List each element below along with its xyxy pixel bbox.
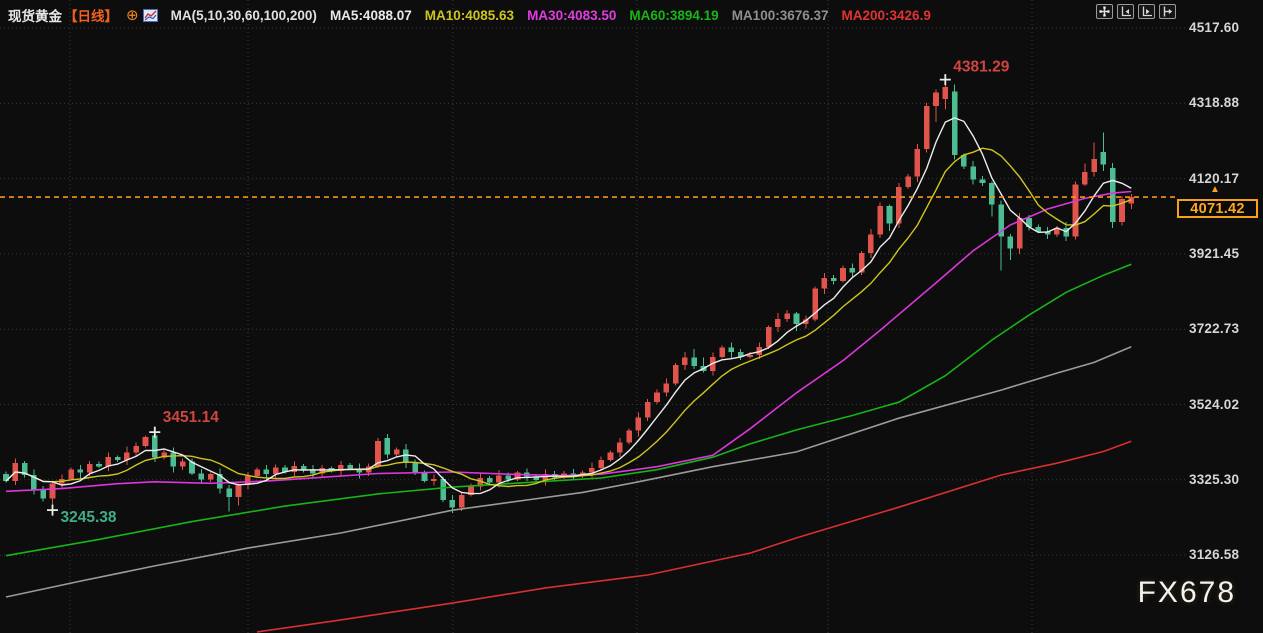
axis-tick-label: 3325.30 [1189,471,1240,487]
ma30-line [5,190,1132,493]
current-price-tag: 4071.42 [1177,199,1258,219]
extreme-cross-marker [47,504,58,516]
indicator-icon[interactable] [142,8,158,22]
symbol-title: 现货黄金 [8,9,62,24]
axis-tick-label: 3524.02 [1189,396,1240,412]
axis-tick-label: 4318.88 [1189,95,1240,111]
axis-tick-label: 3722.73 [1189,321,1240,337]
grid-lines [0,0,1186,633]
ma100-line [5,346,1132,598]
ma100-value-label: MA100:3676.37 [731,7,829,23]
annotations: 4381.29 3451.14 3245.38 [47,59,1010,526]
symbol-group: 现货黄金 【日线】 ⊕ [8,5,158,25]
candlestick-series [3,79,1135,513]
watermark-logo: FX678 [1137,576,1236,609]
add-overlay-icon[interactable]: ⊕ [126,7,139,24]
ma5-value-label: MA5:4088.07 [329,7,412,23]
ma200-line [256,440,1132,633]
crosshair-icon[interactable] [1096,4,1113,19]
ma60-line [5,263,1132,557]
ma200-value-label: MA200:3426.9 [841,7,931,23]
interval-label: 【日线】 [64,9,118,24]
annotation-label: 3245.38 [61,509,117,526]
chart-toolbar [1096,4,1176,19]
axis-scale-right-icon[interactable] [1138,4,1155,19]
axis-scale-left-icon[interactable] [1117,4,1134,19]
axis-tick-label: 3126.58 [1189,547,1240,563]
ma60-value-label: MA60:3894.19 [629,7,719,23]
axis-tick-label: 4517.60 [1189,20,1240,35]
extreme-cross-marker [149,426,161,438]
chart-header: 现货黄金 【日线】 ⊕ MA(5,10,30,60,100,200) MA5:4… [8,5,931,25]
extreme-cross-marker [939,74,951,86]
price-axis: 4517.60 4318.88 4120.17 3921.45 3722.73 3524.… [1189,0,1263,633]
ma10-value-label: MA10:4085.63 [424,7,515,23]
pan-right-icon[interactable] [1159,4,1176,19]
axis-tick-label: 3921.45 [1189,245,1240,261]
ma30-value-label: MA30:4083.50 [527,7,617,23]
axis-tick-label: 4120.17 [1189,170,1240,186]
ma5-line [5,117,1132,495]
annotation-label: 4381.29 [953,59,1009,76]
ma10-line [5,147,1132,488]
ma-settings-label: MA(5,10,30,60,100,200) [170,7,317,23]
annotation-label: 3451.14 [163,409,219,426]
price-up-arrow-icon: ▲ [1210,184,1220,196]
